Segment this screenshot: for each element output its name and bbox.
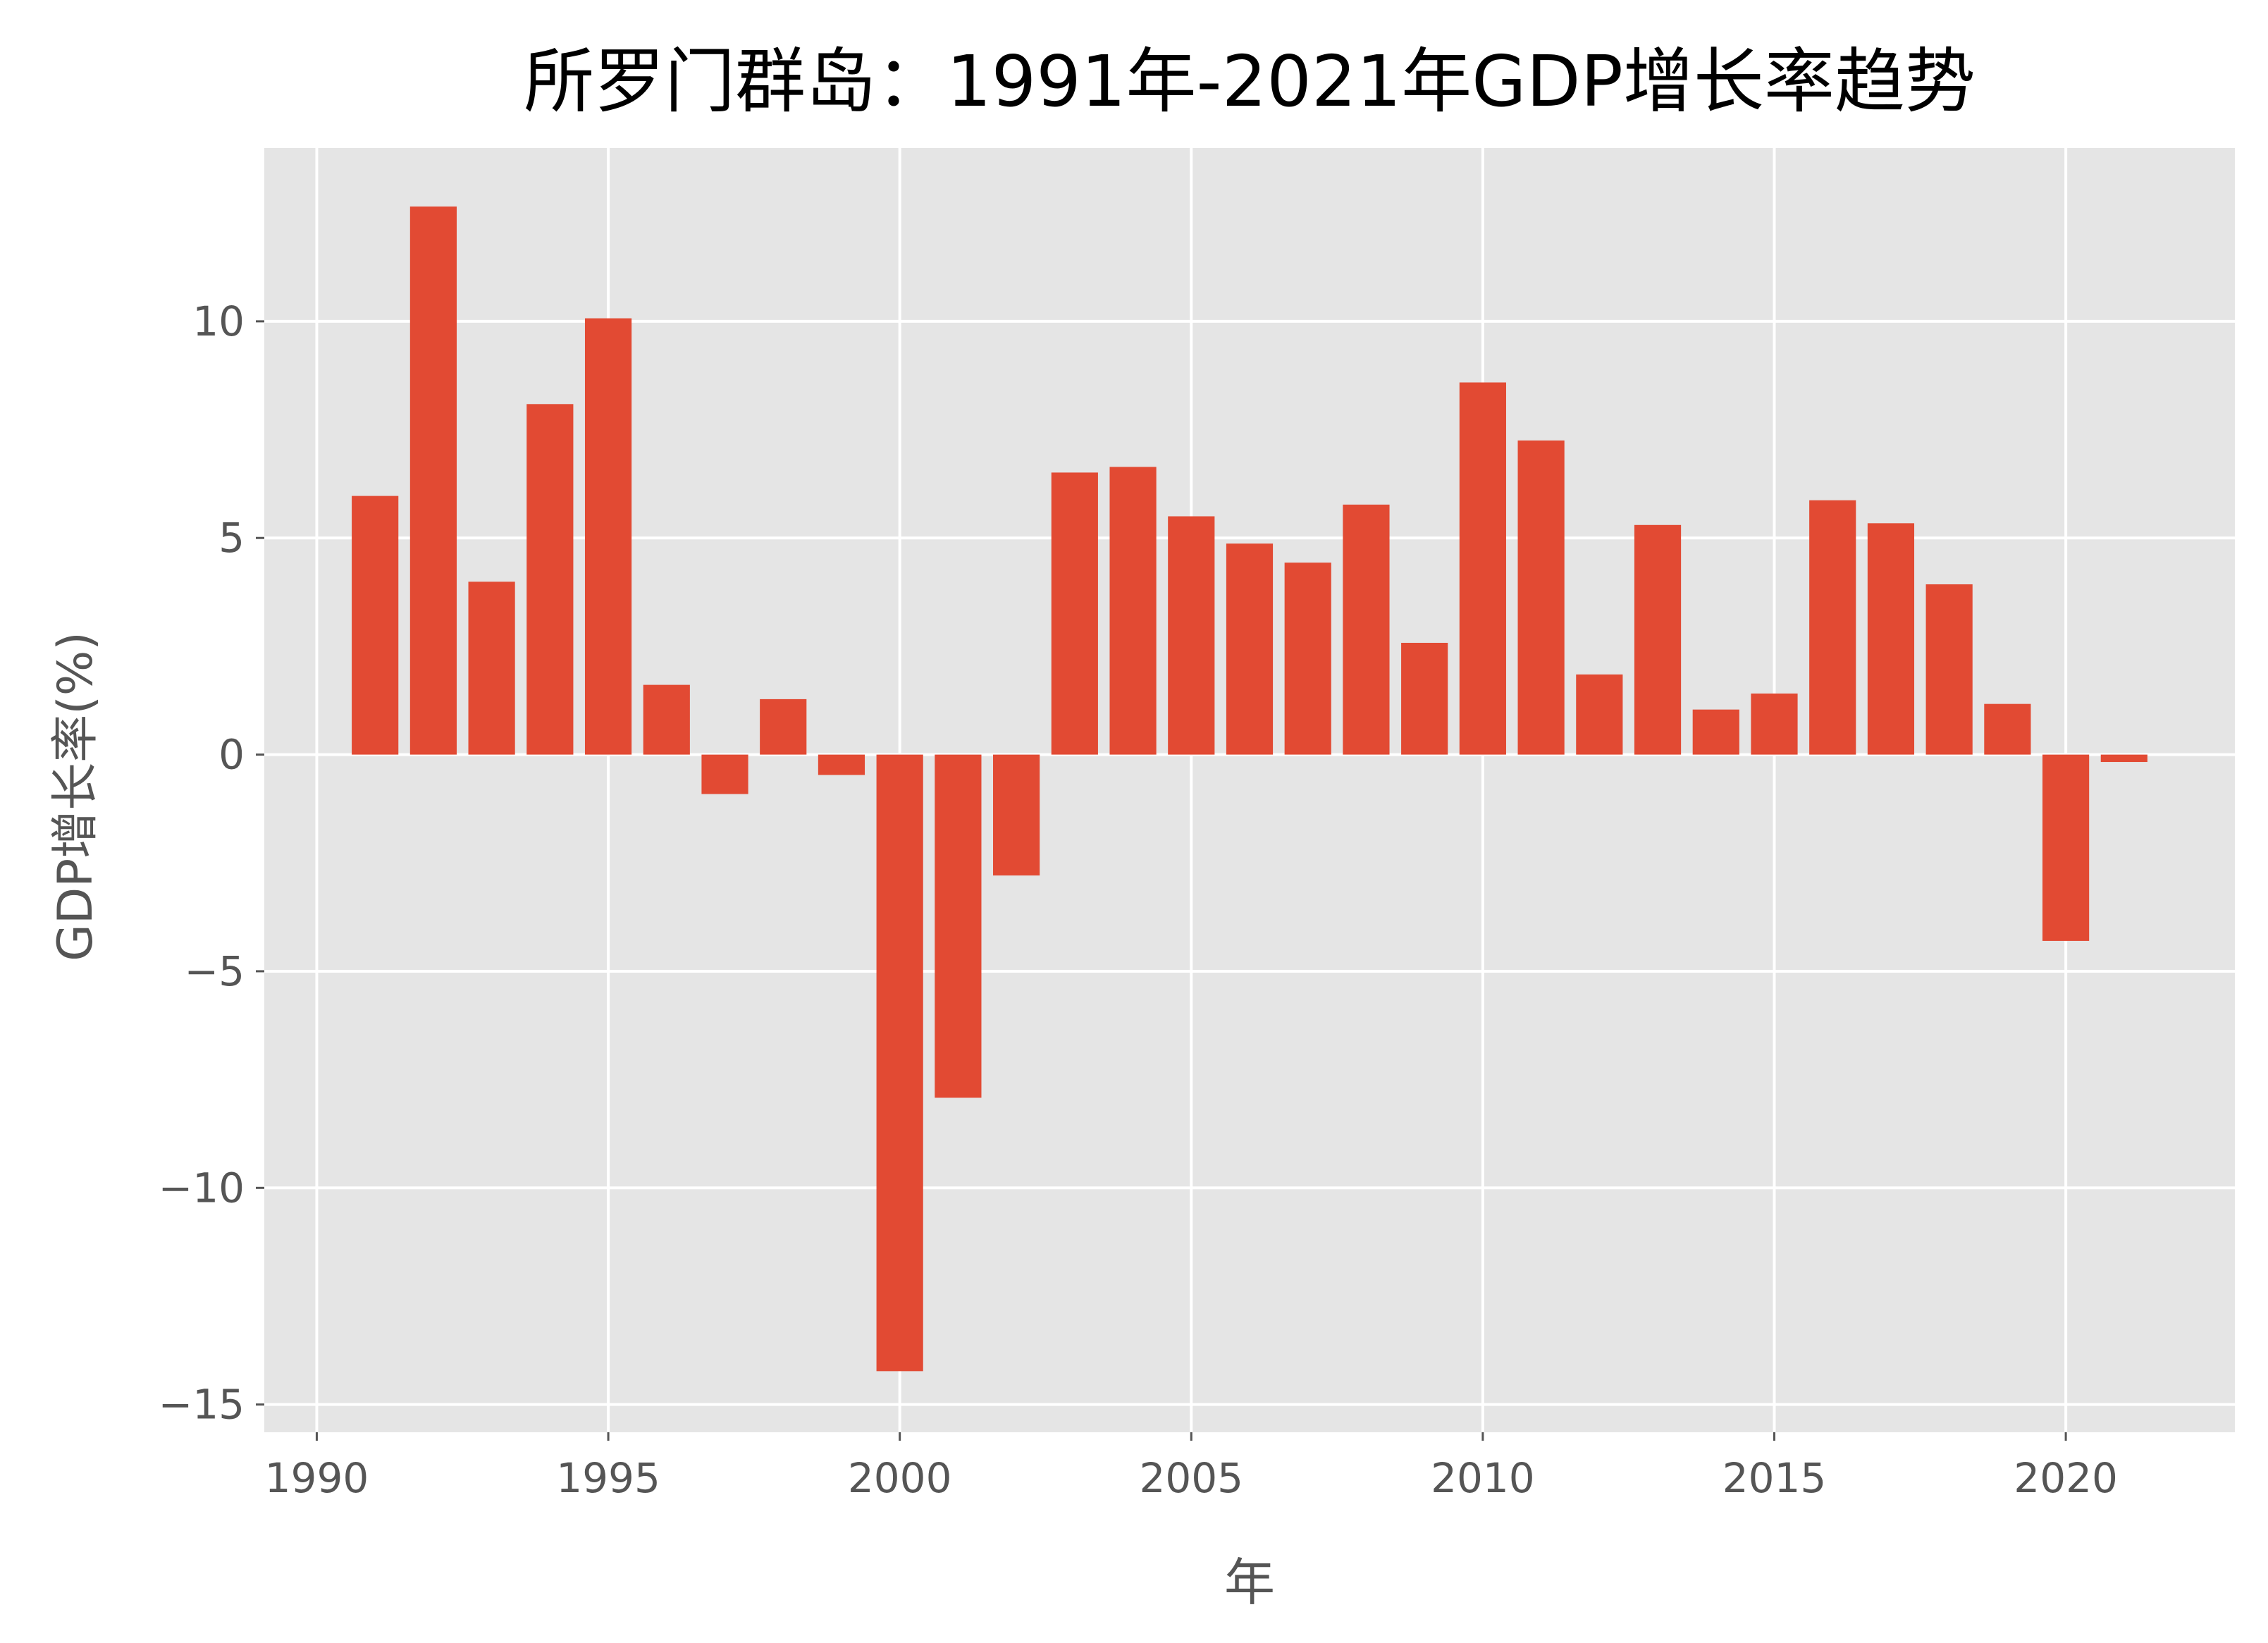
plot-area <box>264 148 2235 1432</box>
tick-labels: 1990 1995 2000 2005 2010 2015 2020 −15 −10 −5 0 5 10 <box>159 297 2118 1502</box>
y-tick-label: −5 <box>185 947 245 995</box>
chart-title: 所罗门群岛：1991年-2021年GDP增长率趋势 <box>524 40 1976 123</box>
bar-2020 <box>2042 754 2090 941</box>
bar-2016 <box>1809 500 1856 755</box>
bar-2006 <box>1226 543 1274 755</box>
x-tick-label: 1995 <box>556 1454 660 1502</box>
y-tick-label: 0 <box>218 731 245 779</box>
bar-2012 <box>1576 674 1623 755</box>
y-tick-label: 5 <box>218 514 245 562</box>
y-tick-label: −10 <box>159 1164 245 1212</box>
bar-2007 <box>1284 562 1331 755</box>
bar-2005 <box>1168 516 1215 755</box>
bars <box>352 206 2147 1372</box>
x-tick-label: 2020 <box>2014 1454 2118 1502</box>
bar-1997 <box>701 754 748 794</box>
x-tick-label: 2005 <box>1139 1454 1243 1502</box>
bar-2001 <box>935 754 982 1098</box>
x-tick-label: 2000 <box>848 1454 952 1502</box>
bar-1996 <box>643 684 690 755</box>
bar-2002 <box>993 754 1040 876</box>
bar-1993 <box>468 581 515 755</box>
bar-1994 <box>526 404 574 755</box>
y-tick-label: −15 <box>159 1381 245 1429</box>
bar-1992 <box>409 206 457 755</box>
bar-2013 <box>1634 524 1682 755</box>
bar-1999 <box>818 754 865 775</box>
x-tick-label: 1990 <box>265 1454 369 1502</box>
bar-2014 <box>1692 709 1739 755</box>
bar-2008 <box>1343 504 1390 755</box>
bar-2019 <box>1984 703 2031 755</box>
bar-2009 <box>1401 642 1448 755</box>
bar-2011 <box>1517 440 1565 755</box>
bar-2004 <box>1109 467 1157 755</box>
x-axis-label: 年 <box>1224 1553 1275 1612</box>
bar-1991 <box>352 496 399 755</box>
bar-1995 <box>584 318 632 755</box>
bar-1998 <box>760 699 807 755</box>
bar-2000 <box>876 754 923 1372</box>
bar-2010 <box>1459 382 1506 755</box>
x-tick-label: 2010 <box>1431 1454 1535 1502</box>
bar-2015 <box>1751 693 1798 755</box>
bar-2003 <box>1051 472 1098 755</box>
bar-2018 <box>1925 584 1973 755</box>
bar-2021 <box>2100 754 2147 763</box>
y-axis-label: GDP增长率(%) <box>48 632 104 961</box>
x-tick-label: 2015 <box>1722 1454 1827 1502</box>
bar-2017 <box>1867 523 1915 755</box>
y-tick-label: 10 <box>192 297 245 345</box>
